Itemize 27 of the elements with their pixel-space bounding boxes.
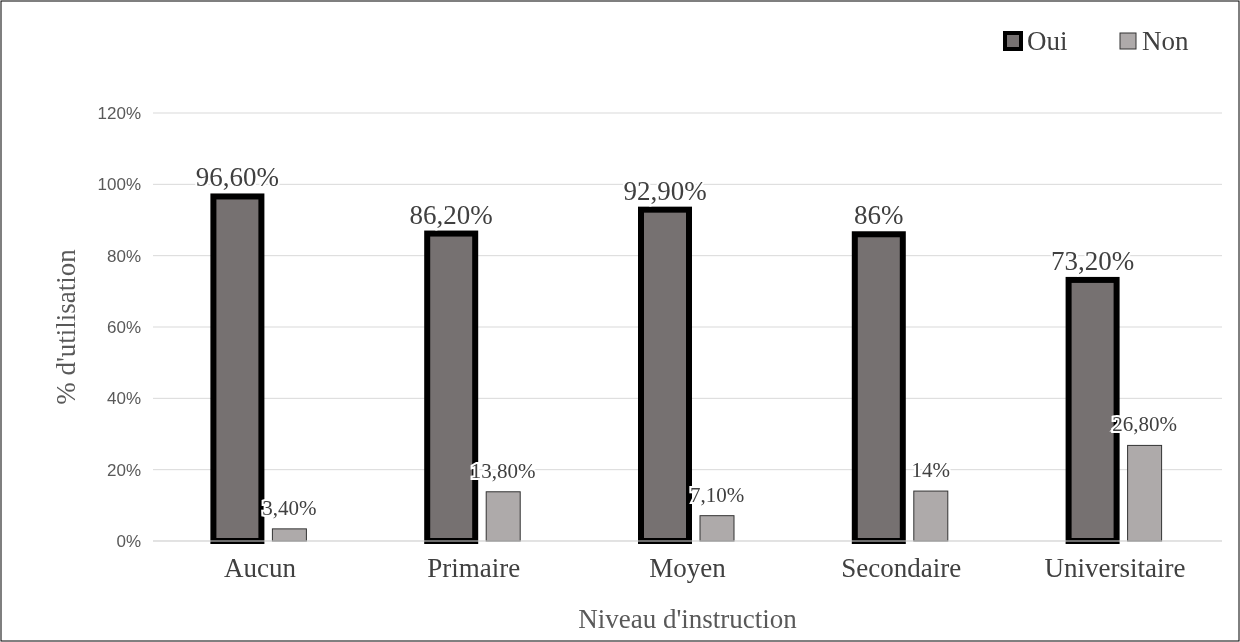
bar bbox=[699, 515, 735, 542]
y-tick-label: 40% bbox=[106, 389, 141, 409]
data-label: 96,60% bbox=[195, 162, 280, 193]
y-tick-label: 0% bbox=[116, 531, 141, 551]
y-tick-label: 80% bbox=[106, 246, 141, 266]
y-tick-label: 100% bbox=[97, 175, 141, 195]
x-tick-label: Aucun bbox=[223, 553, 297, 583]
x-tick-label: Universitaire bbox=[1044, 553, 1186, 583]
bar bbox=[1127, 444, 1163, 542]
data-label: 14% bbox=[911, 458, 951, 483]
data-label: 86% bbox=[854, 200, 904, 231]
data-label: 92,90% bbox=[623, 175, 707, 206]
data-label: 73,20% bbox=[1050, 245, 1135, 276]
x-tick-label: Secondaire bbox=[841, 553, 962, 583]
y-axis-title: % d'utilisation bbox=[51, 248, 81, 405]
bar bbox=[913, 490, 949, 542]
y-tick-label: 20% bbox=[106, 460, 141, 480]
y-tick-label: 120% bbox=[97, 103, 141, 123]
bar bbox=[485, 491, 521, 542]
x-tick-label: Moyen bbox=[649, 553, 727, 583]
legend-label: Oui bbox=[1027, 26, 1068, 56]
legend-label: Non bbox=[1142, 26, 1189, 56]
x-axis-title: Niveau d'instruction bbox=[578, 604, 798, 634]
bar bbox=[271, 528, 307, 542]
data-label: 86,20% bbox=[409, 199, 493, 230]
x-tick-label: Primaire bbox=[427, 553, 521, 583]
y-tick-label: 60% bbox=[106, 317, 141, 337]
